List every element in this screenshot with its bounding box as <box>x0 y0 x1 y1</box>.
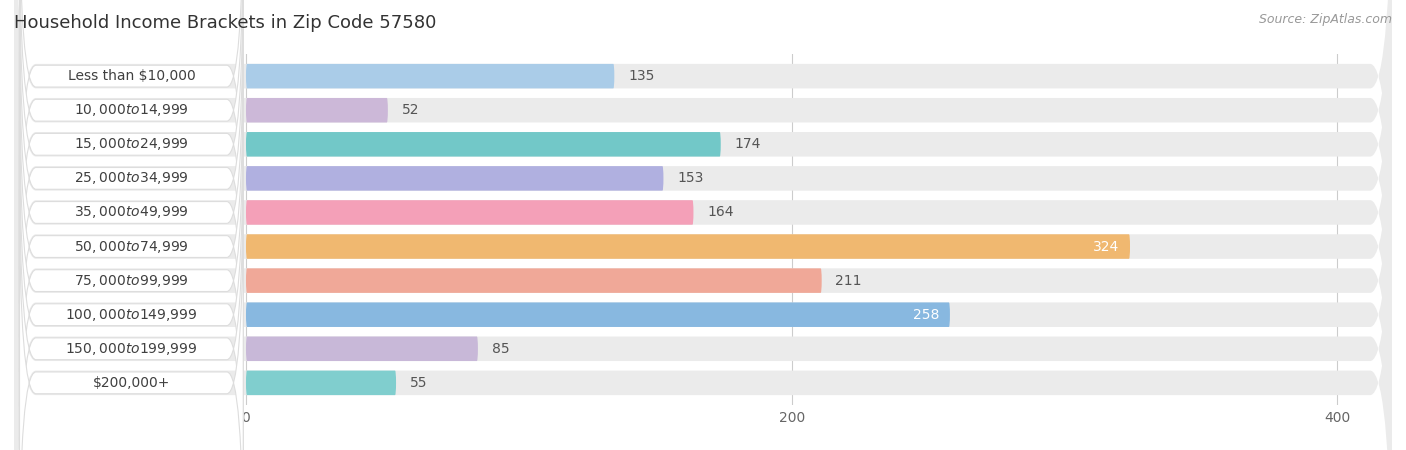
Text: $15,000 to $24,999: $15,000 to $24,999 <box>75 136 188 152</box>
Text: $25,000 to $34,999: $25,000 to $34,999 <box>75 171 188 186</box>
FancyBboxPatch shape <box>14 0 1392 337</box>
FancyBboxPatch shape <box>246 132 721 157</box>
FancyBboxPatch shape <box>20 53 243 440</box>
FancyBboxPatch shape <box>246 234 1130 259</box>
FancyBboxPatch shape <box>20 19 243 406</box>
FancyBboxPatch shape <box>246 166 664 191</box>
Text: Less than $10,000: Less than $10,000 <box>67 69 195 83</box>
Text: 135: 135 <box>628 69 654 83</box>
Text: 324: 324 <box>1092 239 1119 253</box>
Text: 52: 52 <box>402 103 419 117</box>
FancyBboxPatch shape <box>14 20 1392 450</box>
FancyBboxPatch shape <box>246 302 950 327</box>
Text: $150,000 to $199,999: $150,000 to $199,999 <box>65 341 198 357</box>
Text: $200,000+: $200,000+ <box>93 376 170 390</box>
FancyBboxPatch shape <box>20 0 243 372</box>
FancyBboxPatch shape <box>14 0 1392 371</box>
FancyBboxPatch shape <box>246 98 388 122</box>
FancyBboxPatch shape <box>20 0 243 304</box>
FancyBboxPatch shape <box>246 64 614 88</box>
Text: $75,000 to $99,999: $75,000 to $99,999 <box>75 273 188 288</box>
FancyBboxPatch shape <box>20 155 243 450</box>
FancyBboxPatch shape <box>14 54 1392 450</box>
Text: $50,000 to $74,999: $50,000 to $74,999 <box>75 238 188 255</box>
Text: 164: 164 <box>707 206 734 220</box>
FancyBboxPatch shape <box>246 337 478 361</box>
Text: 153: 153 <box>678 171 703 185</box>
Text: 55: 55 <box>409 376 427 390</box>
Text: Household Income Brackets in Zip Code 57580: Household Income Brackets in Zip Code 57… <box>14 14 436 32</box>
Text: $100,000 to $149,999: $100,000 to $149,999 <box>65 307 198 323</box>
FancyBboxPatch shape <box>14 88 1392 450</box>
FancyBboxPatch shape <box>20 0 243 338</box>
Text: 211: 211 <box>835 274 862 288</box>
Text: 174: 174 <box>734 137 761 151</box>
FancyBboxPatch shape <box>14 122 1392 450</box>
FancyBboxPatch shape <box>14 0 1392 405</box>
FancyBboxPatch shape <box>20 121 243 450</box>
FancyBboxPatch shape <box>14 0 1392 450</box>
Text: 258: 258 <box>912 308 939 322</box>
Text: $10,000 to $14,999: $10,000 to $14,999 <box>75 102 188 118</box>
FancyBboxPatch shape <box>246 371 396 395</box>
FancyBboxPatch shape <box>246 200 693 225</box>
Text: Source: ZipAtlas.com: Source: ZipAtlas.com <box>1258 14 1392 27</box>
Text: 85: 85 <box>492 342 509 356</box>
FancyBboxPatch shape <box>20 87 243 450</box>
FancyBboxPatch shape <box>20 0 243 270</box>
FancyBboxPatch shape <box>246 268 821 293</box>
FancyBboxPatch shape <box>14 0 1392 450</box>
FancyBboxPatch shape <box>20 189 243 450</box>
FancyBboxPatch shape <box>14 0 1392 439</box>
Text: $35,000 to $49,999: $35,000 to $49,999 <box>75 204 188 220</box>
